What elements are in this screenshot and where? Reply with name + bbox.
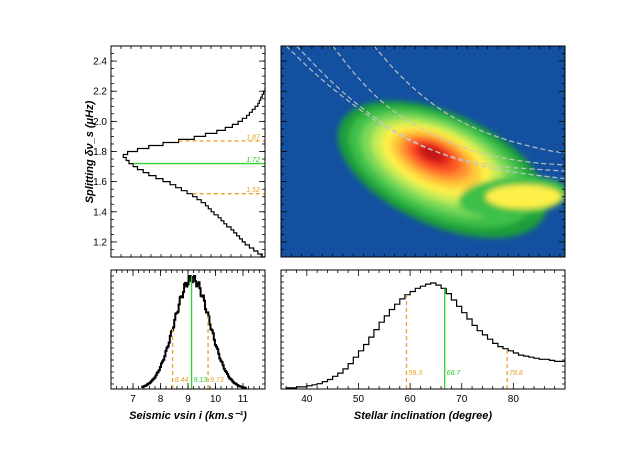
splitting-tick-label: 1.4	[93, 207, 107, 218]
splitting-tick-label: 2.4	[93, 57, 107, 68]
inclination-histogram-bars	[285, 282, 565, 389]
vsini-histogram-bars	[141, 275, 247, 389]
vsini-panel-frame	[110, 269, 266, 390]
vsini-tick-label: 11	[238, 394, 249, 405]
inclination-tick-label: 40	[301, 394, 313, 405]
vsini-tick-label: 10	[210, 394, 222, 405]
vsini-histogram-step	[141, 275, 247, 389]
contour-level	[420, 145, 444, 162]
inclination-tick-label: 80	[508, 394, 520, 405]
vsini-histogram-panel: 8.44 9.13 9.73 7 8 9 10 11 Seismic vsin i (km.…	[110, 269, 266, 422]
splitting-tick-label: 1.8	[93, 147, 107, 158]
splitting-tick-label: 2.0	[93, 117, 107, 128]
splitting-histogram-bars	[122, 88, 266, 258]
splitting-y-ticks: 1.2 1.4 1.6 1.8 2.0 2.2 2.4	[93, 45, 265, 258]
guide-curve	[285, 46, 565, 172]
splitting-tick-label: 1.6	[93, 177, 107, 188]
splitting-upper-label: 1.87	[246, 134, 261, 141]
splitting-lower-label: 1.52	[246, 187, 260, 194]
guide-curves	[285, 46, 565, 180]
guide-curve	[373, 46, 565, 154]
vsini-upper-label: 9.73	[210, 377, 224, 384]
inclination-x-ticks: 40 50 60 70 80	[281, 270, 565, 405]
vsini-tick-label: 8	[158, 394, 164, 405]
inclination-median-and-bounds: 59.3 66.7 78.8	[405, 288, 523, 389]
splitting-histogram-panel: 1.2 1.4 1.6 1.8 2.0 2.2 2.4 1.87 1.72 1.52 Split…	[84, 45, 266, 258]
splitting-y-axis-label: Splitting δν_s (μHz)	[84, 100, 96, 203]
guide-curve	[332, 46, 565, 166]
inclination-histogram-panel: 59.3 66.7 78.8 40 50 60 70 80 Stellar inclinat…	[280, 269, 566, 422]
inclination-x-axis-label: Stellar inclination (degree)	[354, 410, 492, 422]
splitting-tick-label: 2.2	[93, 87, 107, 98]
joint-map-panel	[280, 45, 566, 258]
probability-contours	[337, 100, 565, 239]
guide-curve	[296, 46, 565, 180]
splitting-median-and-bounds: 1.87 1.72 1.52	[133, 134, 265, 195]
map-panel-frame	[280, 45, 566, 258]
vsini-x-ticks: 7 8 9 10 11	[111, 270, 266, 405]
vsini-median-and-bounds: 8.44 9.13 9.73	[171, 276, 224, 389]
splitting-panel-frame	[110, 45, 266, 258]
vsini-lower-label: 8.44	[175, 377, 189, 384]
contour-level	[485, 184, 562, 209]
vsini-median-label: 9.13	[194, 377, 208, 384]
splitting-histogram-step	[122, 88, 266, 258]
inclination-tick-label: 60	[405, 394, 417, 405]
inclination-median-label: 66.7	[447, 370, 462, 377]
inclination-panel-frame	[280, 269, 566, 390]
splitting-tick-label: 1.2	[93, 237, 107, 248]
splitting-median-label: 1.72	[246, 157, 260, 164]
inclination-histogram-step	[285, 282, 565, 389]
inclination-upper-label: 78.8	[509, 370, 523, 377]
vsini-tick-label: 7	[130, 394, 136, 405]
vsini-x-axis-label: Seismic vsin i (km.s⁻¹)	[129, 410, 247, 422]
inclination-lower-label: 59.3	[408, 370, 422, 377]
inclination-tick-label: 50	[353, 394, 365, 405]
vsini-tick-label: 9	[185, 394, 191, 405]
inclination-tick-label: 70	[456, 394, 468, 405]
